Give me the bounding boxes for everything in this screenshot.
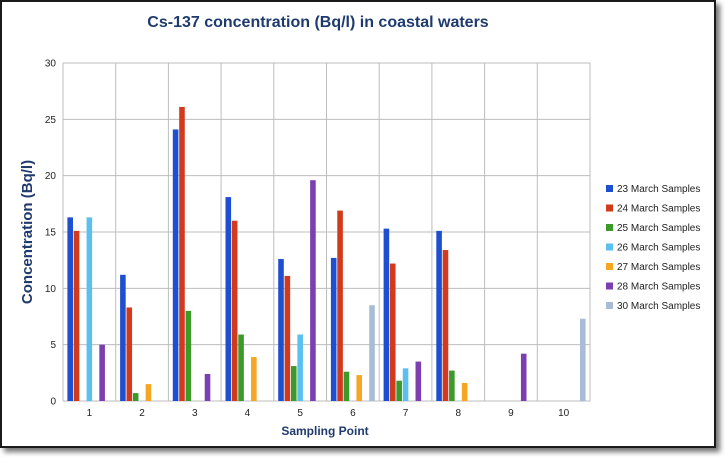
bar	[231, 220, 238, 401]
legend-swatch	[606, 282, 613, 290]
legend-entry: 23 March Samples	[617, 184, 700, 195]
y-tick-label: 0	[50, 397, 56, 408]
bar	[179, 106, 185, 401]
bar	[99, 344, 105, 401]
y-tick-label: 30	[45, 59, 57, 70]
bar	[145, 384, 152, 401]
legend-entry: 25 March Samples	[617, 223, 700, 234]
bar	[132, 393, 139, 401]
bar	[278, 259, 284, 401]
bar	[330, 257, 337, 401]
bar	[204, 373, 211, 401]
legend-entry: 24 March Samples	[617, 204, 700, 215]
bar	[415, 361, 422, 401]
legend: 23 March Samples 24 March Samples 25 March…	[606, 184, 700, 312]
x-tick-label: 10	[558, 408, 570, 419]
x-tick-label: 6	[350, 408, 356, 419]
bar	[461, 382, 468, 401]
legend-swatch	[606, 302, 613, 309]
bar	[442, 250, 449, 401]
bar	[185, 310, 192, 401]
bar	[86, 217, 93, 401]
bar	[297, 334, 303, 401]
bar	[580, 318, 586, 401]
bar	[383, 228, 390, 401]
x-tick-label: 8	[455, 408, 461, 419]
bar	[225, 197, 232, 401]
grid	[62, 62, 591, 402]
legend-swatch	[606, 243, 613, 251]
bar	[343, 371, 350, 401]
bar	[284, 275, 291, 401]
bar	[389, 263, 396, 401]
bar	[396, 380, 402, 401]
x-axis-ticks: 1 2 3 4 5 6 7 8 9 10	[87, 408, 570, 419]
bar	[337, 210, 343, 401]
y-tick-label: 10	[45, 284, 57, 295]
bar	[73, 230, 80, 401]
bar	[449, 370, 455, 401]
x-tick-label: 4	[245, 408, 251, 419]
chart-frame	[0, 0, 716, 448]
bar	[290, 366, 297, 401]
x-tick-label: 7	[403, 408, 409, 419]
y-tick-label: 25	[45, 115, 57, 126]
y-axis-ticks: 0 5 10 15 20 25 30	[45, 59, 57, 408]
bar	[369, 305, 375, 401]
legend-entry: 28 March Samples	[617, 282, 700, 293]
bar	[436, 230, 442, 401]
bar	[402, 368, 409, 401]
legend-entry: 27 March Samples	[617, 262, 700, 273]
bar	[120, 274, 126, 401]
x-tick-label: 1	[87, 408, 93, 419]
x-axis-label: Sampling Point	[281, 424, 368, 438]
x-tick-label: 9	[508, 408, 514, 419]
x-tick-label: 2	[139, 408, 145, 419]
bar	[310, 180, 316, 401]
x-tick-label: 5	[297, 408, 303, 419]
y-tick-label: 5	[50, 340, 56, 351]
legend-entry: 30 March Samples	[617, 301, 700, 312]
bar	[172, 129, 179, 401]
bar	[67, 217, 73, 401]
bar	[126, 307, 133, 401]
legend-swatch	[606, 224, 613, 231]
bar	[251, 357, 257, 401]
bar	[356, 375, 363, 401]
legend-swatch	[606, 263, 613, 270]
bar	[238, 334, 244, 401]
bar	[520, 353, 527, 401]
bars	[67, 106, 586, 401]
chart-title: Cs-137 concentration (Bq/l) in coastal w…	[147, 14, 489, 31]
legend-swatch	[606, 185, 613, 192]
x-tick-label: 3	[192, 408, 198, 419]
y-tick-label: 20	[45, 171, 57, 182]
y-axis-label: Concentration (Bq/l)	[19, 160, 36, 304]
legend-swatch	[606, 204, 613, 212]
legend-entry: 26 March Samples	[617, 243, 700, 254]
y-tick-label: 15	[45, 228, 57, 239]
